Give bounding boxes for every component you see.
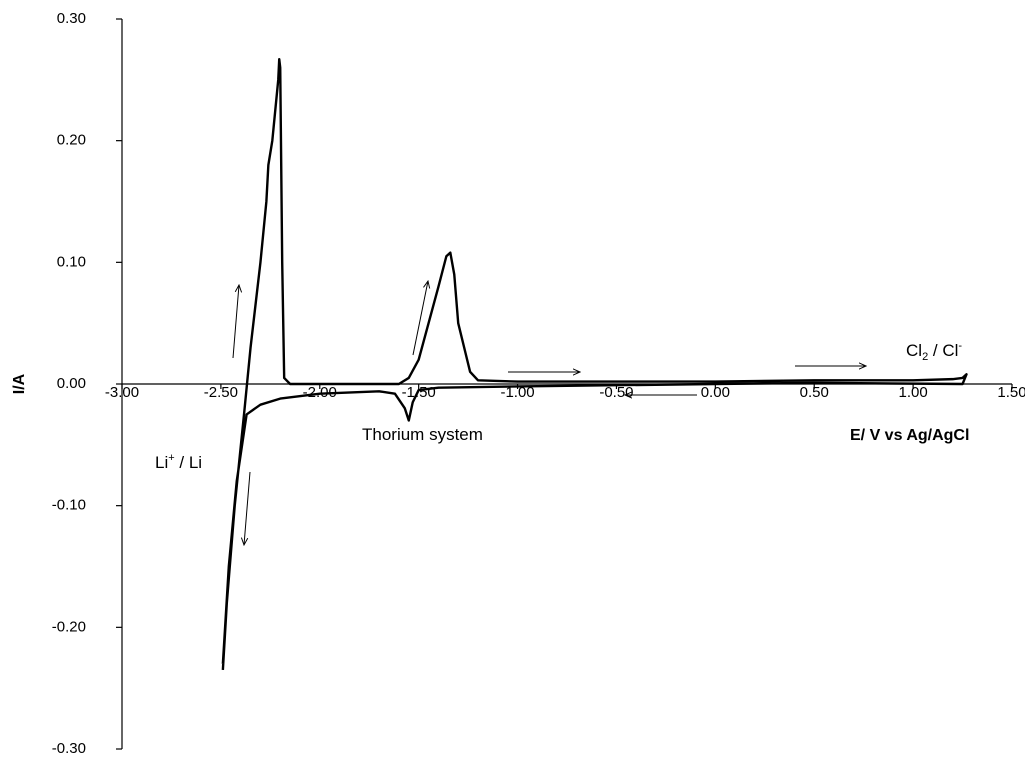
annotation-part: + <box>168 452 174 464</box>
x-tick-label: -1.00 <box>500 384 534 401</box>
annotation: Cl2 / Cl- <box>906 340 962 363</box>
x-tick-label: -2.00 <box>303 384 337 401</box>
arrow <box>232 285 239 359</box>
y-axis-label: I/A <box>11 373 28 394</box>
x-tick-label: 1.00 <box>899 384 928 401</box>
x-tick-label: -0.50 <box>599 384 633 401</box>
x-tick-label: 0.00 <box>701 384 730 401</box>
y-tick-label: 0.30 <box>57 10 86 27</box>
annotation-part: - <box>958 340 962 352</box>
annotation-part: / Li <box>175 453 202 472</box>
x-tick-label: 1.50 <box>997 384 1025 401</box>
annotation-part: / Cl <box>928 341 958 360</box>
y-tick-label: -0.10 <box>52 497 86 514</box>
annotation-part: Li <box>155 453 168 472</box>
annotation-part: Thorium system <box>362 425 483 444</box>
y-tick-label: 0.00 <box>57 375 86 392</box>
x-axis-label: E/ V vs Ag/AgCl <box>850 427 969 444</box>
y-tick-label: -0.30 <box>52 740 86 757</box>
annotation-part: 2 <box>922 351 928 363</box>
annotation: Thorium system <box>362 425 483 444</box>
y-tick-label: 0.10 <box>57 253 86 270</box>
x-tick-label: -2.50 <box>204 384 238 401</box>
arrows <box>232 281 866 545</box>
x-tick-label: 0.50 <box>800 384 829 401</box>
y-tick-label: 0.20 <box>57 132 86 149</box>
cv-curve <box>221 57 968 670</box>
arrow <box>412 281 428 356</box>
annotation: Li+ / Li <box>155 452 202 473</box>
arrow <box>244 471 251 545</box>
annotation-part: Cl <box>906 341 922 360</box>
y-tick-label: -0.20 <box>52 618 86 635</box>
x-tick-label: -3.00 <box>105 384 139 401</box>
